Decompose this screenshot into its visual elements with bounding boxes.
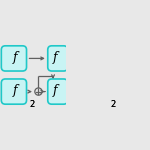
FancyBboxPatch shape: [1, 79, 27, 104]
Text: 2: 2: [30, 100, 35, 109]
Text: 2: 2: [30, 100, 35, 109]
Text: f: f: [12, 51, 17, 64]
Text: f: f: [53, 51, 57, 64]
Circle shape: [35, 88, 42, 95]
Text: f: f: [53, 84, 57, 97]
Text: f: f: [12, 84, 17, 97]
FancyBboxPatch shape: [1, 46, 27, 71]
FancyBboxPatch shape: [48, 79, 68, 104]
Text: 2: 2: [110, 100, 116, 109]
Text: 2: 2: [110, 100, 116, 109]
FancyBboxPatch shape: [48, 46, 68, 71]
